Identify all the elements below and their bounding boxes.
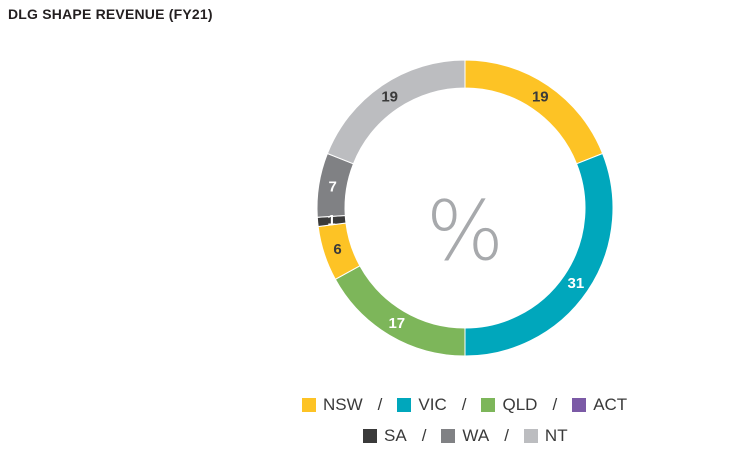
legend-swatch-sa xyxy=(363,429,377,443)
legend-item-wa: WA xyxy=(441,426,489,446)
slice-label-sa-4: 1 xyxy=(327,212,335,229)
legend-label-act: ACT xyxy=(593,395,628,414)
legend-swatch-qld xyxy=(481,398,496,412)
legend-separator: / xyxy=(377,395,383,414)
legend-separator: / xyxy=(421,426,427,445)
legend-swatch-nsw xyxy=(302,398,316,412)
legend-item-nsw: NSW xyxy=(302,395,363,415)
legend-label-wa: WA xyxy=(462,426,490,445)
legend-item-vic: VIC xyxy=(397,395,447,415)
legend-label-qld: QLD xyxy=(502,395,538,414)
slice-nt-6 xyxy=(326,59,466,165)
legend-row-2: SA / WA / NT xyxy=(363,426,568,446)
legend-swatch-vic xyxy=(397,398,412,412)
legend-label-nt: NT xyxy=(544,426,568,445)
slice-label-qld-2: 17 xyxy=(388,315,405,332)
legend-label-nsw: NSW xyxy=(323,395,363,414)
legend-separator: / xyxy=(504,426,509,445)
legend-separator: / xyxy=(552,395,558,414)
donut-slices xyxy=(316,59,614,357)
slice-label-nt-6: 19 xyxy=(381,89,398,106)
legend-item-nt: NT xyxy=(523,426,568,446)
legend-separator: / xyxy=(461,395,467,414)
legend-swatch-act xyxy=(572,398,587,412)
legend-label-vic: VIC xyxy=(418,395,447,414)
legend-item-qld: QLD xyxy=(481,395,537,415)
legend-item-act: ACT xyxy=(572,395,627,415)
slice-label-wa-5: 7 xyxy=(328,179,336,196)
legend-label-sa: SA xyxy=(384,426,407,445)
legend-row-1: NSW / VIC / QLD / ACT xyxy=(302,395,627,415)
slice-label-nsw-0: 19 xyxy=(532,89,549,106)
chart-title: DLG SHAPE REVENUE (FY21) xyxy=(8,6,213,22)
legend-item-sa: SA xyxy=(363,426,407,446)
slice-nsw-0 xyxy=(464,59,604,165)
legend-swatch-nt xyxy=(523,429,538,443)
slice-label-vic-1: 31 xyxy=(567,275,584,292)
legend-swatch-wa xyxy=(441,429,456,443)
center-percent-symbol: % xyxy=(426,185,504,280)
slice-label-nsw-3: 6 xyxy=(333,241,341,258)
